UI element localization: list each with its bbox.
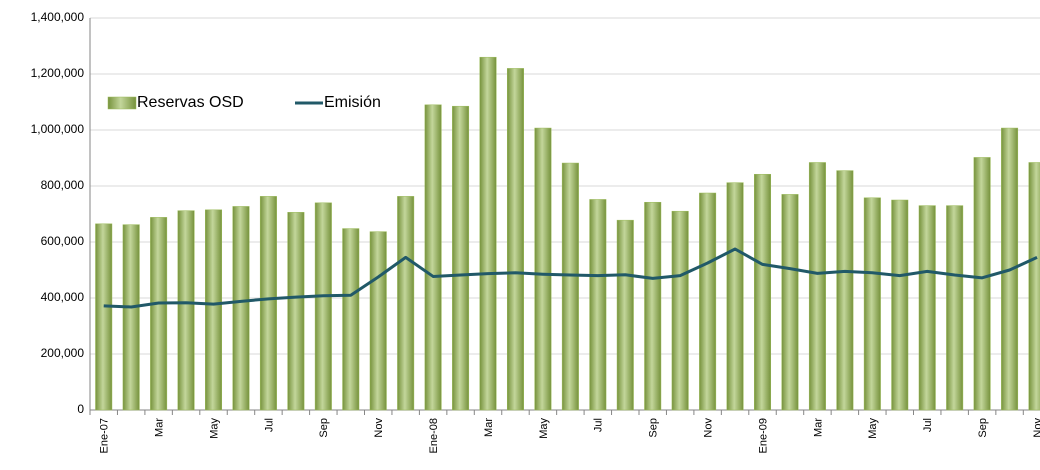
- bar: [452, 105, 470, 411]
- x-tick-label: Mar: [154, 418, 166, 437]
- bar: [259, 196, 277, 411]
- bar: [95, 223, 113, 411]
- bar: [150, 217, 168, 411]
- x-tick-label: Mar: [483, 418, 495, 437]
- legend-label: Emisión: [324, 94, 381, 111]
- x-tick-label: May: [867, 418, 879, 439]
- legend: Reservas OSD Emisión: [107, 94, 381, 111]
- bar: [397, 196, 415, 411]
- x-tick-label: Sep: [977, 418, 989, 438]
- y-tick-label: 400,000: [41, 290, 85, 304]
- y-tick-label: 600,000: [41, 234, 85, 248]
- bar: [534, 127, 552, 411]
- bar: [616, 219, 634, 411]
- bar: [1028, 162, 1040, 411]
- bar: [177, 210, 195, 411]
- x-tick-label: Nov: [373, 418, 385, 438]
- bar: [808, 162, 826, 411]
- x-tick-label: Jul: [593, 418, 605, 432]
- legend-swatch: [107, 96, 137, 110]
- y-tick-label: 1,200,000: [31, 66, 85, 80]
- y-tick-label: 800,000: [41, 178, 85, 192]
- bar: [561, 162, 579, 411]
- x-tick-label: May: [538, 418, 550, 439]
- bar: [671, 210, 689, 411]
- x-tick-label: Jul: [263, 418, 275, 432]
- x-tick-label: Ene-07: [99, 418, 111, 453]
- y-tick-label: 1,400,000: [31, 10, 85, 24]
- bar: [342, 228, 360, 411]
- legend-label: Reservas OSD: [137, 94, 244, 111]
- bar: [287, 212, 305, 411]
- bar: [232, 206, 250, 411]
- bar: [506, 68, 524, 411]
- bar: [699, 192, 717, 411]
- y-tick-label: 1,000,000: [31, 122, 85, 136]
- line: [103, 247, 1038, 309]
- bar: [479, 56, 497, 411]
- bar: [781, 194, 799, 411]
- y-tick-label: 0: [77, 402, 84, 416]
- x-tick-label: Ene-08: [428, 418, 440, 453]
- bar: [369, 231, 387, 411]
- bar: [863, 197, 881, 411]
- y-tick-label: 200,000: [41, 346, 85, 360]
- bar: [205, 209, 223, 411]
- bar: [726, 182, 744, 411]
- bar: [891, 199, 909, 411]
- bar: [314, 202, 332, 411]
- bar: [424, 104, 442, 411]
- bar: [754, 173, 772, 411]
- x-tick-label: Nov: [1032, 418, 1040, 438]
- bar: [644, 201, 662, 411]
- bar: [836, 170, 854, 411]
- x-tick-label: Sep: [648, 418, 660, 438]
- bar: [918, 205, 936, 411]
- x-tick-label: Mar: [812, 418, 824, 437]
- bar: [946, 205, 964, 411]
- bar: [122, 224, 140, 411]
- bar: [973, 157, 991, 411]
- x-tick-label: Nov: [703, 418, 715, 438]
- x-tick-label: Jul: [922, 418, 934, 432]
- x-tick-label: Sep: [318, 418, 330, 438]
- x-tick-label: Ene-09: [757, 418, 769, 453]
- bar: [589, 199, 607, 411]
- x-tick-label: May: [208, 418, 220, 439]
